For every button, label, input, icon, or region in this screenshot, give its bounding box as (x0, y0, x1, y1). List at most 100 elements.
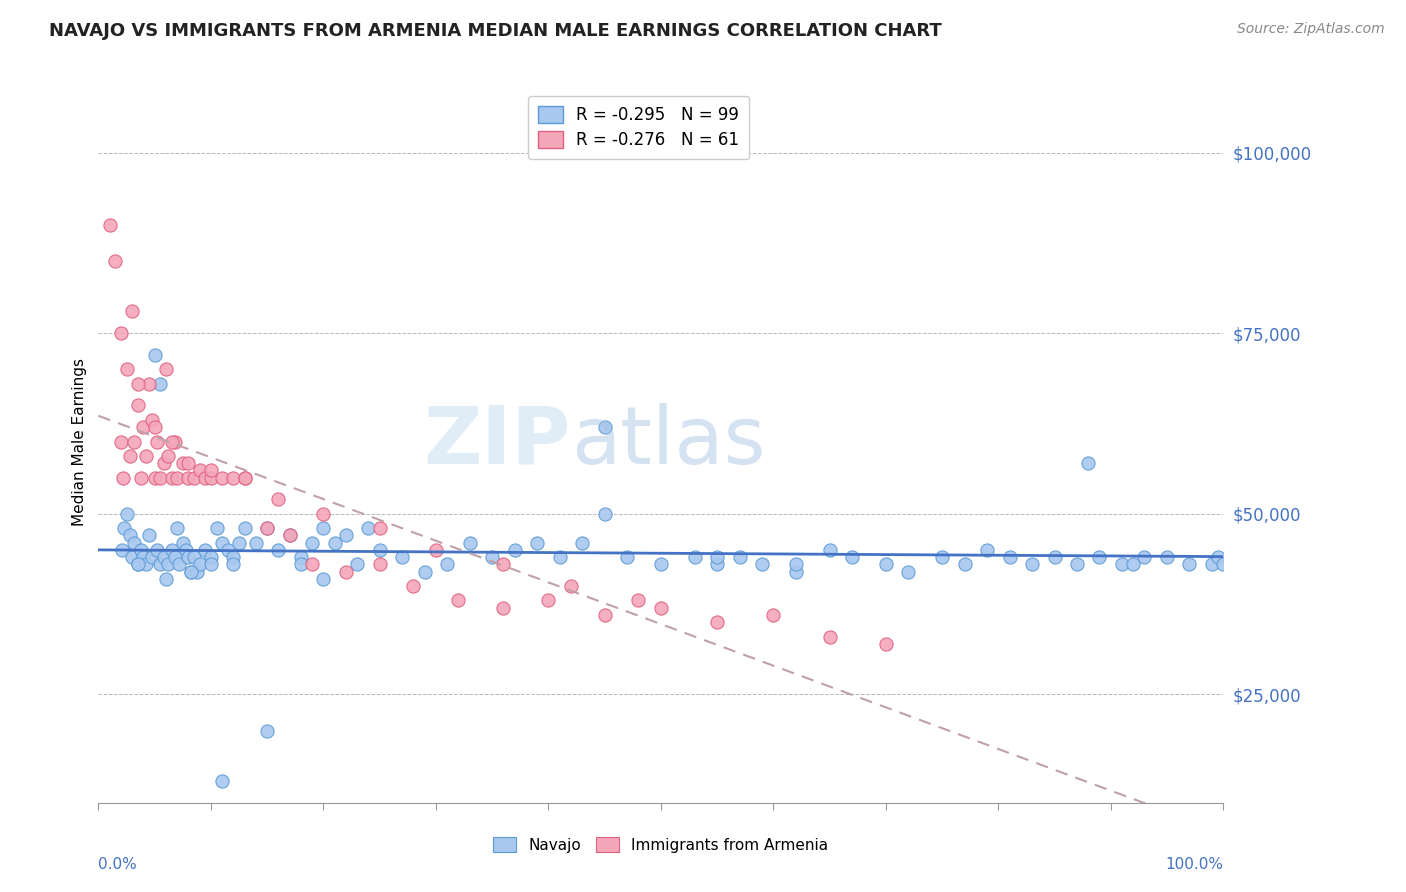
Point (112, 521, 135, 535)
Point (526, 535, 548, 549)
Point (323, 535, 346, 549)
Point (998, 550, 1021, 565)
Point (560, 579, 582, 593)
Point (593, 607, 616, 622)
Point (166, 470, 188, 484)
Point (160, 434, 183, 449)
Point (267, 492, 290, 507)
Point (149, 376, 172, 391)
Y-axis label: Median Male Earnings: Median Male Earnings (72, 358, 87, 525)
Point (1111, 558, 1133, 572)
Point (267, 542, 290, 557)
Point (157, 558, 180, 572)
Point (222, 550, 245, 565)
Point (143, 420, 166, 434)
Point (127, 558, 149, 572)
Point (425, 542, 447, 557)
Point (1043, 550, 1066, 565)
Point (138, 376, 160, 391)
Point (818, 542, 841, 557)
Point (875, 558, 897, 572)
Legend: Navajo, Immigrants from Armenia: Navajo, Immigrants from Armenia (485, 829, 837, 860)
Point (211, 470, 233, 484)
Point (177, 456, 200, 470)
Point (115, 362, 138, 376)
Point (124, 434, 146, 449)
Point (111, 542, 134, 557)
Point (785, 565, 807, 579)
Point (149, 558, 172, 572)
Point (188, 463, 211, 477)
Point (118, 528, 141, 542)
Point (683, 550, 706, 565)
Point (402, 579, 425, 593)
Point (458, 535, 481, 549)
Point (174, 542, 197, 557)
Point (1206, 550, 1229, 565)
Point (1066, 558, 1088, 572)
Point (897, 565, 920, 579)
Point (200, 550, 222, 565)
Point (312, 521, 335, 535)
Point (953, 558, 976, 572)
Point (593, 507, 616, 521)
Point (200, 558, 222, 572)
Point (436, 558, 458, 572)
Point (169, 558, 191, 572)
Point (172, 535, 194, 549)
Point (706, 615, 728, 630)
Point (228, 535, 250, 549)
Point (335, 528, 357, 542)
Point (194, 470, 217, 484)
Point (368, 521, 391, 535)
Point (194, 542, 217, 557)
Point (127, 398, 149, 412)
Point (593, 420, 616, 434)
Point (200, 463, 222, 477)
Point (1021, 558, 1043, 572)
Point (112, 470, 135, 484)
Point (132, 420, 155, 434)
Point (135, 449, 157, 463)
Point (110, 326, 132, 340)
Point (290, 558, 312, 572)
Point (222, 470, 245, 484)
Point (149, 470, 172, 484)
Point (138, 528, 160, 542)
Point (186, 565, 208, 579)
Text: 0.0%: 0.0% (98, 857, 138, 872)
Point (132, 550, 155, 565)
Point (1212, 558, 1234, 572)
Point (1133, 550, 1156, 565)
Point (124, 535, 146, 549)
Point (256, 521, 278, 535)
Text: 100.0%: 100.0% (1166, 857, 1223, 872)
Point (166, 521, 188, 535)
Point (160, 542, 183, 557)
Point (357, 521, 380, 535)
Point (290, 550, 312, 565)
Point (931, 550, 953, 565)
Point (188, 558, 211, 572)
Point (728, 550, 751, 565)
Point (110, 434, 132, 449)
Point (157, 449, 180, 463)
Point (155, 362, 177, 376)
Point (183, 550, 205, 565)
Point (1077, 456, 1099, 470)
Point (256, 723, 278, 738)
Point (650, 600, 672, 615)
Point (127, 558, 149, 572)
Point (163, 434, 186, 449)
Point (146, 434, 169, 449)
Point (98, 218, 121, 232)
Point (492, 600, 515, 615)
Point (481, 550, 503, 565)
Point (706, 558, 728, 572)
Point (650, 558, 672, 572)
Point (146, 542, 169, 557)
Point (115, 507, 138, 521)
Point (245, 535, 267, 549)
Point (616, 550, 638, 565)
Point (129, 542, 152, 557)
